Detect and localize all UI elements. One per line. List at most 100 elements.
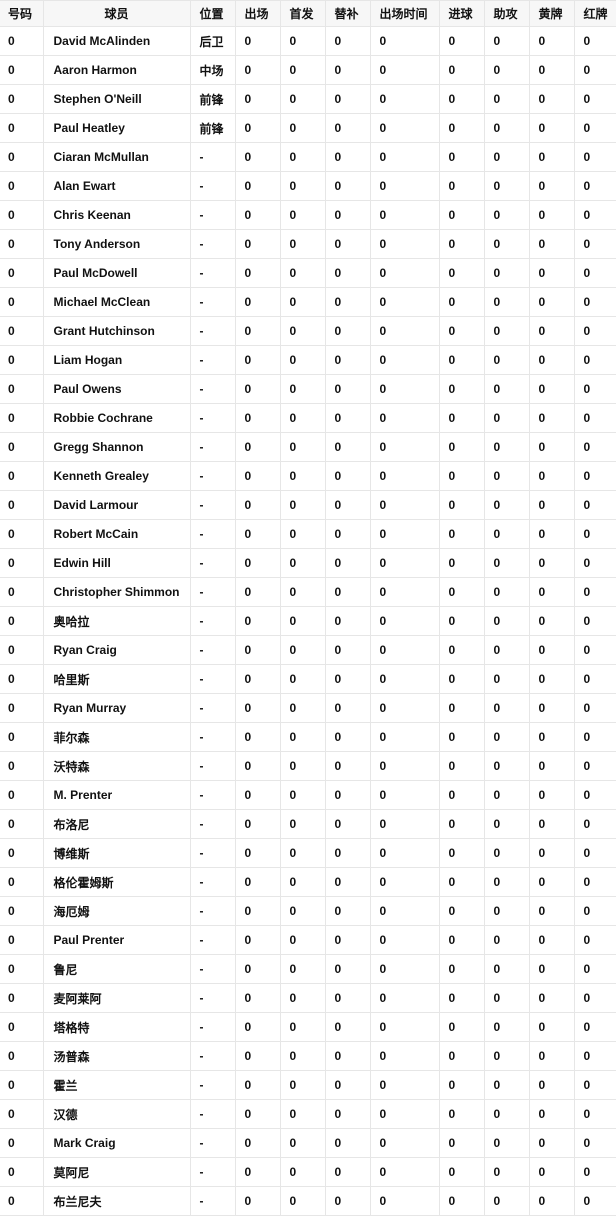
cell-starts: 0 [279, 316, 326, 346]
cell-yellow-cards: 0 [528, 635, 575, 665]
cell-minutes: 0 [369, 1128, 440, 1158]
cell-player: David Larmour [42, 490, 191, 520]
cell-substitutes: 0 [324, 113, 371, 143]
cell-player: David McAlinden [42, 26, 191, 56]
cell-number: 0 [0, 316, 44, 346]
cell-assists: 0 [483, 751, 530, 781]
cell-substitutes: 0 [324, 751, 371, 781]
table-row: 0 塔格特 -0 0 0 0 0 0 0 0 [0, 1012, 616, 1042]
cell-substitutes: 0 [324, 519, 371, 549]
cell-goals: 0 [438, 809, 485, 839]
cell-starts: 0 [279, 84, 326, 114]
cell-number: 0 [0, 577, 44, 607]
table-row: 0 David Larmour -0 0 0 0 0 0 0 0 [0, 490, 616, 520]
cell-player: Alan Ewart [42, 171, 191, 201]
cell-number: 0 [0, 171, 44, 201]
cell-goals: 0 [438, 577, 485, 607]
cell-number: 0 [0, 1157, 44, 1187]
cell-assists: 0 [483, 316, 530, 346]
cell-substitutes: 0 [324, 84, 371, 114]
cell-player: Paul Owens [42, 374, 191, 404]
cell-substitutes: 0 [324, 693, 371, 723]
column-header-appearances: 出场 [234, 0, 281, 27]
cell-appearances: 0 [234, 867, 281, 897]
cell-red-cards: 0 [573, 84, 616, 114]
cell-appearances: 0 [234, 925, 281, 955]
cell-starts: 0 [279, 1012, 326, 1042]
cell-substitutes: 0 [324, 635, 371, 665]
cell-starts: 0 [279, 1070, 326, 1100]
cell-substitutes: 0 [324, 374, 371, 404]
table-header: 号码 球员 位置 出场 首发 替补 出场时间 进球 助攻 黄牌 红牌 [0, 0, 616, 27]
table-row: 0 哈里斯 -0 0 0 0 0 0 0 0 [0, 664, 616, 694]
cell-player: 布洛尼 [42, 809, 191, 839]
cell-red-cards: 0 [573, 838, 616, 868]
cell-starts: 0 [279, 983, 326, 1013]
column-header-substitutes: 替补 [324, 0, 371, 27]
cell-assists: 0 [483, 896, 530, 926]
cell-assists: 0 [483, 258, 530, 288]
cell-yellow-cards: 0 [528, 606, 575, 636]
table-row: 0 Ryan Murray -0 0 0 0 0 0 0 0 [0, 693, 616, 723]
cell-assists: 0 [483, 606, 530, 636]
cell-red-cards: 0 [573, 1186, 616, 1216]
cell-starts: 0 [279, 374, 326, 404]
cell-starts: 0 [279, 693, 326, 723]
cell-number: 0 [0, 374, 44, 404]
cell-appearances: 0 [234, 722, 281, 752]
cell-appearances: 0 [234, 345, 281, 375]
cell-minutes: 0 [369, 1070, 440, 1100]
cell-number: 0 [0, 664, 44, 694]
cell-starts: 0 [279, 258, 326, 288]
table-row: 0 莫阿尼 -0 0 0 0 0 0 0 0 [0, 1157, 616, 1187]
column-header-yellow-cards: 黄牌 [528, 0, 575, 27]
cell-appearances: 0 [234, 316, 281, 346]
cell-goals: 0 [438, 55, 485, 85]
cell-goals: 0 [438, 229, 485, 259]
cell-starts: 0 [279, 171, 326, 201]
cell-starts: 0 [279, 142, 326, 172]
cell-number: 0 [0, 432, 44, 462]
cell-player: 哈里斯 [42, 664, 191, 694]
cell-minutes: 0 [369, 548, 440, 578]
cell-number: 0 [0, 1070, 44, 1100]
cell-player: Stephen O'Neill [42, 84, 191, 114]
cell-red-cards: 0 [573, 1128, 616, 1158]
cell-substitutes: 0 [324, 1157, 371, 1187]
cell-substitutes: 0 [324, 316, 371, 346]
cell-appearances: 0 [234, 664, 281, 694]
cell-yellow-cards: 0 [528, 1186, 575, 1216]
cell-goals: 0 [438, 954, 485, 984]
cell-red-cards: 0 [573, 403, 616, 433]
cell-yellow-cards: 0 [528, 287, 575, 317]
cell-player: 莫阿尼 [42, 1157, 191, 1187]
table-row: 0 Ciaran McMullan -0 0 0 0 0 0 0 0 [0, 142, 616, 172]
cell-yellow-cards: 0 [528, 751, 575, 781]
cell-yellow-cards: 0 [528, 867, 575, 897]
cell-starts: 0 [279, 26, 326, 56]
cell-starts: 0 [279, 548, 326, 578]
cell-appearances: 0 [234, 26, 281, 56]
cell-player: 沃特森 [42, 751, 191, 781]
table-row: 0 Edwin Hill -0 0 0 0 0 0 0 0 [0, 548, 616, 578]
cell-player: Robbie Cochrane [42, 403, 191, 433]
cell-appearances: 0 [234, 1012, 281, 1042]
cell-number: 0 [0, 345, 44, 375]
cell-position: - [189, 345, 236, 375]
cell-number: 0 [0, 606, 44, 636]
cell-minutes: 0 [369, 1099, 440, 1129]
cell-position: - [189, 461, 236, 491]
cell-goals: 0 [438, 751, 485, 781]
table-row: 0 Tony Anderson -0 0 0 0 0 0 0 0 [0, 229, 616, 259]
cell-assists: 0 [483, 142, 530, 172]
table-row: 0 David McAlinden 后卫 0 0 0 0 0 0 0 0 [0, 26, 616, 56]
table-row: 0 Paul McDowell -0 0 0 0 0 0 0 0 [0, 258, 616, 288]
cell-number: 0 [0, 1099, 44, 1129]
cell-position: - [189, 896, 236, 926]
cell-goals: 0 [438, 374, 485, 404]
cell-red-cards: 0 [573, 606, 616, 636]
cell-starts: 0 [279, 113, 326, 143]
cell-yellow-cards: 0 [528, 490, 575, 520]
cell-starts: 0 [279, 519, 326, 549]
cell-position: - [189, 954, 236, 984]
